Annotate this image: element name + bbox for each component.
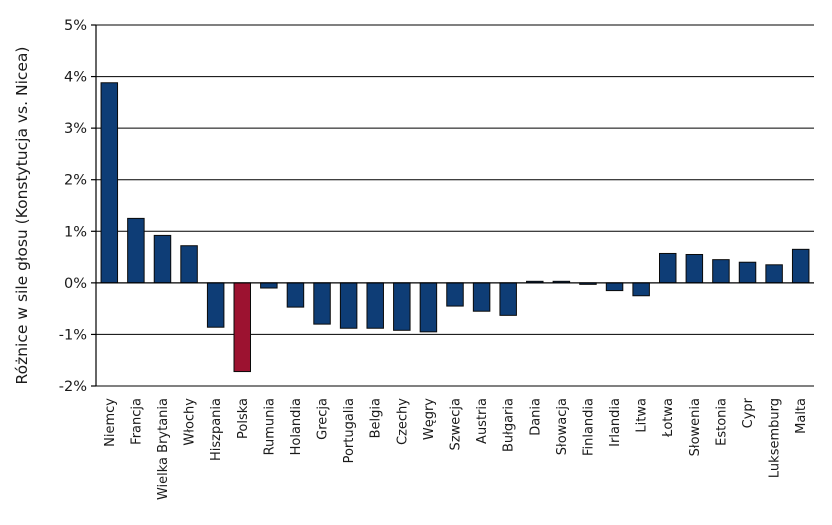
bar-26 [791, 248, 810, 284]
bar-11 [393, 282, 411, 331]
bar-1 [127, 217, 145, 284]
axes [95, 25, 814, 386]
bar-10 [366, 282, 384, 329]
bar-2 [153, 234, 172, 284]
x-tick-label-13: Szwecja [449, 398, 464, 450]
bar-8 [313, 282, 331, 325]
y-axis-ticks: 5% 4% 3% 2% 1% 0% -1% -2% [59, 18, 96, 395]
x-tick-label-16: Dania [528, 398, 543, 436]
y-tick-label-4: 1% [64, 224, 87, 240]
x-tick-label-14: Austria [475, 398, 490, 444]
x-axis-ticks: Niemcy Francja Wielka Brytania Włochy Hiszpa… [103, 397, 809, 500]
bar-22 [685, 253, 704, 284]
bar-20 [632, 282, 650, 297]
x-tick-label-4: Hiszpania [209, 398, 224, 461]
bar-14 [472, 282, 491, 312]
x-tick-label-8: Grecja [316, 398, 331, 440]
y-axis-title: Różnice w sile głosu (Konstytucja vs. Ni… [13, 47, 31, 385]
x-tick-label-21: Łotwa [661, 398, 676, 438]
x-tick-label-17: Słowacja [555, 398, 570, 455]
x-tick-label-26: Malta [794, 398, 809, 434]
x-tick-label-10: Belgia [369, 398, 384, 438]
y-tick-label-3: 2% [64, 173, 87, 189]
bar-5 [233, 282, 252, 373]
y-tick-label-6: -1% [59, 327, 87, 343]
x-tick-label-22: Słowenia [688, 398, 703, 456]
bar-23 [712, 259, 730, 284]
x-tick-label-23: Estonia [714, 398, 729, 446]
bar-21 [658, 252, 677, 284]
bar-15 [499, 282, 517, 316]
bars [100, 82, 810, 373]
bar-19 [605, 282, 624, 292]
bar-24 [738, 261, 757, 284]
y-tick-label-1: 4% [64, 70, 87, 86]
x-tick-label-18: Finlandia [581, 398, 596, 456]
bar-12 [419, 282, 438, 333]
x-tick-label-6: Rumunia [262, 398, 277, 455]
bar-6 [260, 282, 278, 289]
x-tick-label-25: Luksemburg [768, 398, 783, 478]
x-tick-label-12: Węgry [422, 398, 437, 440]
y-tick-label-7: -2% [59, 379, 87, 395]
x-tick-label-7: Holandia [289, 398, 304, 455]
x-tick-label-19: Irlandia [608, 398, 623, 447]
x-tick-label-3: Włochy [183, 398, 198, 446]
bar-3 [180, 245, 198, 284]
y-tick-label-5: 0% [64, 276, 87, 292]
gridlines [96, 24, 814, 387]
x-tick-label-11: Czechy [395, 398, 410, 445]
bar-13 [446, 282, 464, 307]
bar-4 [206, 282, 225, 328]
y-tick-label-0: 5% [64, 18, 87, 34]
bar-9 [339, 282, 358, 329]
bar-25 [765, 264, 783, 284]
x-tick-label-1: Francja [129, 398, 144, 445]
x-tick-label-5: Polska [236, 398, 251, 439]
y-tick-label-2: 3% [64, 121, 87, 137]
bar-7 [286, 282, 305, 308]
x-tick-label-9: Portugalia [342, 398, 357, 463]
x-tick-label-0: Niemcy [103, 398, 118, 447]
x-tick-label-2: Wielka Brytania [156, 398, 171, 500]
bar-0 [100, 82, 119, 284]
x-tick-label-20: Litwa [635, 398, 650, 433]
x-tick-label-15: Bułgaria [502, 398, 517, 452]
x-tick-label-24: Cypr [741, 397, 756, 428]
